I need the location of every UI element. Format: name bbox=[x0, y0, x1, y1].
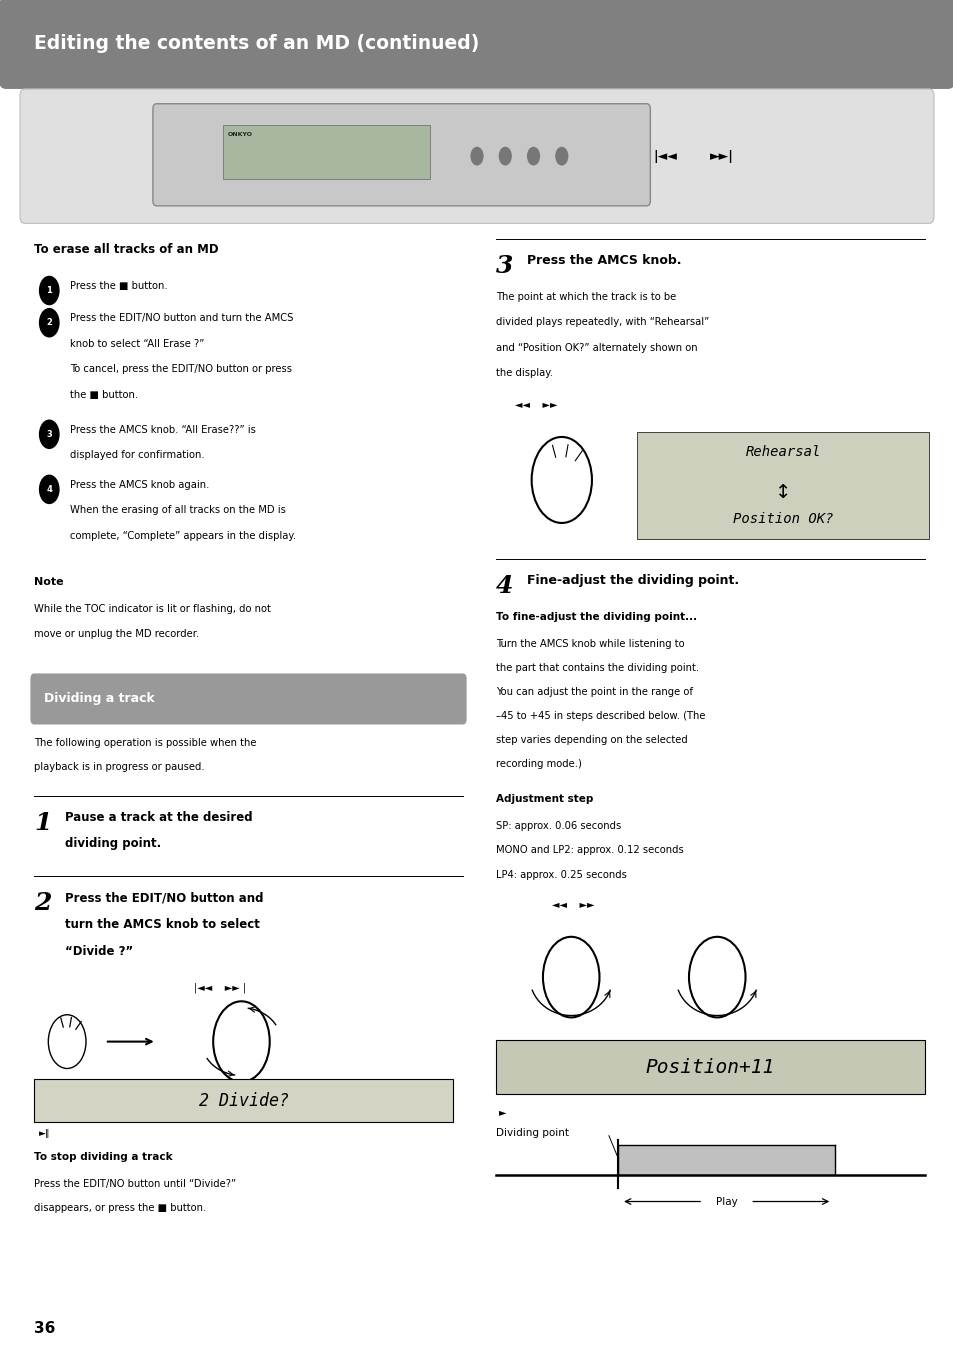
Text: Fine-adjust the dividing point.: Fine-adjust the dividing point. bbox=[526, 575, 739, 587]
Text: 3: 3 bbox=[496, 254, 513, 279]
Text: –45 to +45 in steps described below. (The: –45 to +45 in steps described below. (Th… bbox=[496, 711, 704, 721]
Text: ↕: ↕ bbox=[774, 483, 791, 502]
Text: While the TOC indicator is lit or flashing, do not: While the TOC indicator is lit or flashi… bbox=[34, 603, 271, 614]
Text: Dividing point: Dividing point bbox=[496, 1128, 568, 1137]
Circle shape bbox=[39, 419, 59, 449]
Text: 4: 4 bbox=[47, 485, 52, 493]
Text: dividing point.: dividing point. bbox=[65, 837, 161, 850]
Text: and “Position OK?” alternately shown on: and “Position OK?” alternately shown on bbox=[496, 343, 697, 353]
Text: Press the AMCS knob. “All Erase??” is: Press the AMCS knob. “All Erase??” is bbox=[70, 425, 255, 435]
Circle shape bbox=[39, 276, 59, 306]
Text: You can adjust the point in the range of: You can adjust the point in the range of bbox=[496, 687, 692, 696]
Text: Press the EDIT/NO button and: Press the EDIT/NO button and bbox=[65, 891, 263, 904]
Text: Adjustment step: Adjustment step bbox=[496, 795, 593, 804]
Circle shape bbox=[39, 308, 59, 338]
Text: |◄◄    ►► |: |◄◄ ►► | bbox=[194, 983, 246, 994]
Bar bbox=[222, 126, 430, 178]
Text: Position OK?: Position OK? bbox=[732, 512, 833, 526]
Circle shape bbox=[470, 147, 483, 165]
Text: The following operation is possible when the: The following operation is possible when… bbox=[34, 738, 256, 748]
Text: step varies depending on the selected: step varies depending on the selected bbox=[496, 735, 687, 745]
FancyBboxPatch shape bbox=[0, 0, 953, 89]
Text: turn the AMCS knob to select: turn the AMCS knob to select bbox=[65, 918, 260, 932]
Text: 36: 36 bbox=[34, 1321, 55, 1336]
Text: ◄◄    ►►: ◄◄ ►► bbox=[552, 899, 598, 910]
Text: Note: Note bbox=[34, 577, 64, 587]
Text: Press the ■ button.: Press the ■ button. bbox=[70, 281, 168, 291]
Bar bbox=[496, 1040, 923, 1094]
Text: Play: Play bbox=[715, 1197, 737, 1206]
Text: 3: 3 bbox=[47, 430, 52, 439]
FancyBboxPatch shape bbox=[30, 673, 466, 725]
Text: Position+11: Position+11 bbox=[645, 1057, 774, 1076]
Bar bbox=[34, 1079, 453, 1122]
Circle shape bbox=[39, 475, 59, 504]
Text: 2: 2 bbox=[34, 891, 51, 915]
Text: 4: 4 bbox=[496, 575, 513, 598]
Text: The point at which the track is to be: The point at which the track is to be bbox=[496, 292, 676, 301]
Text: To stop dividing a track: To stop dividing a track bbox=[34, 1152, 172, 1161]
Text: recording mode.): recording mode.) bbox=[496, 760, 581, 769]
Text: the display.: the display. bbox=[496, 369, 553, 379]
Text: Press the EDIT/NO button and turn the AMCS: Press the EDIT/NO button and turn the AM… bbox=[70, 314, 294, 323]
Text: To cancel, press the EDIT/NO button or press: To cancel, press the EDIT/NO button or p… bbox=[70, 365, 292, 375]
Bar bbox=[618, 1145, 834, 1175]
Text: ►‖: ►‖ bbox=[39, 1129, 51, 1138]
Text: divided plays repeatedly, with “Rehearsal”: divided plays repeatedly, with “Rehearsa… bbox=[496, 318, 708, 327]
Text: Press the AMCS knob.: Press the AMCS knob. bbox=[526, 254, 680, 268]
Text: Rehearsal: Rehearsal bbox=[744, 445, 820, 460]
Text: ONKYO: ONKYO bbox=[227, 132, 252, 137]
Circle shape bbox=[498, 147, 512, 165]
Text: MONO and LP2: approx. 0.12 seconds: MONO and LP2: approx. 0.12 seconds bbox=[496, 845, 683, 856]
Text: SP: approx. 0.06 seconds: SP: approx. 0.06 seconds bbox=[496, 821, 620, 831]
Text: When the erasing of all tracks on the MD is: When the erasing of all tracks on the MD… bbox=[70, 506, 286, 515]
Text: 2: 2 bbox=[47, 318, 52, 327]
Text: To erase all tracks of an MD: To erase all tracks of an MD bbox=[34, 243, 218, 257]
Text: Press the AMCS knob again.: Press the AMCS knob again. bbox=[70, 480, 209, 489]
Text: knob to select “All Erase ?”: knob to select “All Erase ?” bbox=[70, 339, 204, 349]
Text: ◄◄    ►►: ◄◄ ►► bbox=[515, 400, 559, 410]
Text: |◄◄: |◄◄ bbox=[653, 150, 677, 162]
Text: 1: 1 bbox=[47, 287, 52, 295]
Text: complete, “Complete” appears in the display.: complete, “Complete” appears in the disp… bbox=[70, 531, 295, 541]
Circle shape bbox=[526, 147, 539, 165]
FancyBboxPatch shape bbox=[152, 104, 650, 206]
Text: 2 Divide?: 2 Divide? bbox=[198, 1091, 289, 1110]
Circle shape bbox=[555, 147, 568, 165]
Text: the part that contains the dividing point.: the part that contains the dividing poin… bbox=[496, 662, 699, 673]
Text: move or unplug the MD recorder.: move or unplug the MD recorder. bbox=[34, 629, 199, 639]
Text: displayed for confirmation.: displayed for confirmation. bbox=[70, 450, 204, 461]
Text: 1: 1 bbox=[34, 810, 51, 834]
Text: Editing the contents of an MD (continued): Editing the contents of an MD (continued… bbox=[34, 34, 479, 53]
Text: disappears, or press the ■ button.: disappears, or press the ■ button. bbox=[34, 1203, 206, 1213]
Text: ►►|: ►►| bbox=[709, 150, 733, 162]
Text: ►: ► bbox=[498, 1107, 506, 1118]
Text: Turn the AMCS knob while listening to: Turn the AMCS knob while listening to bbox=[496, 638, 683, 649]
Text: the ■ button.: the ■ button. bbox=[70, 389, 138, 400]
Text: Press the EDIT/NO button until “Divide?”: Press the EDIT/NO button until “Divide?” bbox=[34, 1179, 236, 1188]
FancyBboxPatch shape bbox=[20, 89, 933, 223]
Text: Dividing a track: Dividing a track bbox=[44, 692, 154, 706]
Text: playback is in progress or paused.: playback is in progress or paused. bbox=[34, 763, 205, 772]
Text: Pause a track at the desired: Pause a track at the desired bbox=[65, 810, 253, 823]
Bar bbox=[637, 431, 928, 539]
Text: To fine-adjust the dividing point...: To fine-adjust the dividing point... bbox=[496, 611, 697, 622]
Text: “Divide ?”: “Divide ?” bbox=[65, 945, 133, 957]
Text: LP4: approx. 0.25 seconds: LP4: approx. 0.25 seconds bbox=[496, 869, 626, 880]
